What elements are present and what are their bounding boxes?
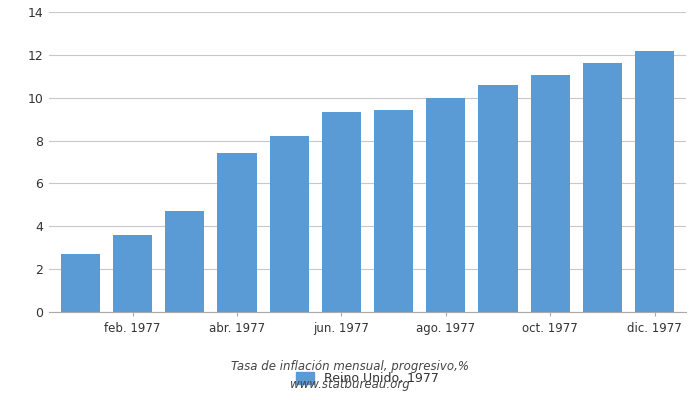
Text: www.statbureau.org: www.statbureau.org (290, 378, 410, 391)
Bar (531, 75, 570, 312)
Bar (374, 110, 413, 312)
Bar (61, 254, 100, 312)
Bar (479, 85, 517, 312)
Bar (218, 154, 256, 312)
Bar (635, 50, 674, 312)
Bar (583, 64, 622, 312)
Text: Tasa de inflación mensual, progresivo,%: Tasa de inflación mensual, progresivo,% (231, 360, 469, 373)
Bar (165, 211, 204, 312)
Bar (113, 235, 152, 312)
Bar (322, 112, 361, 312)
Legend: Reino Unido, 1977: Reino Unido, 1977 (295, 372, 440, 385)
Bar (426, 98, 466, 312)
Bar (270, 136, 309, 312)
